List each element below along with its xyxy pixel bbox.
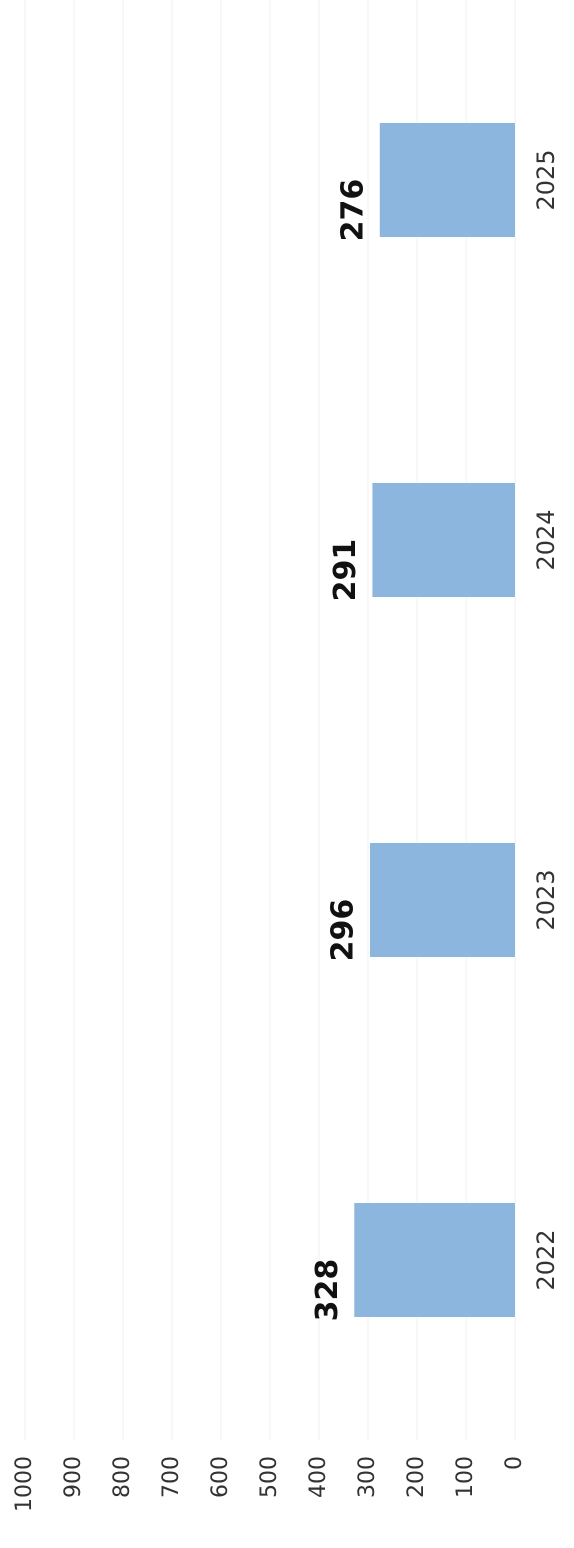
y-tick-label: 400 xyxy=(306,1456,331,1498)
y-tick-label: 100 xyxy=(453,1456,478,1498)
value-label: 328 xyxy=(310,1259,345,1322)
x-tick-label: 2025 xyxy=(532,149,560,210)
bar xyxy=(379,123,516,237)
bar xyxy=(372,483,515,597)
y-tick-label: 200 xyxy=(404,1456,429,1498)
value-label: 291 xyxy=(328,539,363,602)
x-tick-label: 2022 xyxy=(532,1229,560,1290)
y-tick-label: 900 xyxy=(61,1456,86,1498)
x-tick-label: 2023 xyxy=(532,869,560,930)
value-label: 296 xyxy=(325,899,360,962)
y-tick-label: 0 xyxy=(502,1456,527,1470)
bar xyxy=(369,843,515,957)
y-tick-label: 600 xyxy=(208,1456,233,1498)
x-tick-label: 2024 xyxy=(532,509,560,570)
value-label: 276 xyxy=(335,179,370,242)
y-tick-label: 500 xyxy=(257,1456,282,1498)
bar xyxy=(354,1203,515,1317)
y-tick-label: 700 xyxy=(159,1456,184,1498)
y-tick-label: 300 xyxy=(355,1456,380,1498)
y-tick-label: 800 xyxy=(110,1456,135,1498)
rotated-plot: 0 100 200 300 400 500 600 700 800 900 1000 328 2022 2… xyxy=(12,0,560,1512)
y-tick-label: 1000 xyxy=(12,1456,37,1512)
